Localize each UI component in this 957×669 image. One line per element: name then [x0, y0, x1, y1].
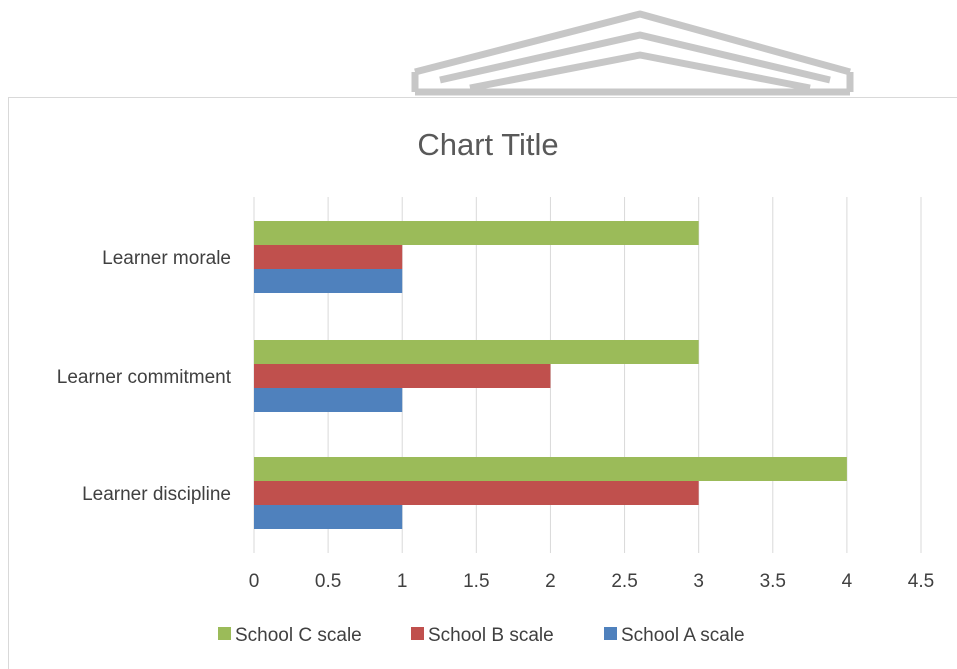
x-tick-label: 4 [842, 571, 853, 592]
bar [254, 221, 699, 245]
legend-label: School A scale [621, 625, 745, 646]
x-tick-label: 4.5 [908, 571, 934, 592]
x-tick-label: 0.5 [315, 571, 341, 592]
bar [254, 457, 847, 481]
x-tick-label: 1 [397, 571, 408, 592]
category-label: Learner discipline [82, 484, 231, 505]
legend-swatch [218, 627, 231, 640]
legend-item: School C scale [218, 625, 362, 646]
bar [254, 245, 403, 269]
bar [254, 481, 699, 505]
bar [254, 364, 551, 388]
x-axis-tick-labels: 0 0.5 1 1.5 2 2.5 3 3.5 4 4.5 [249, 571, 935, 592]
chart-title: Chart Title [417, 127, 558, 162]
legend-item: School B scale [411, 625, 554, 646]
bar [254, 505, 403, 529]
legend-swatch [411, 627, 424, 640]
legend-label: School B scale [428, 625, 554, 646]
legend-label: School C scale [235, 625, 362, 646]
legend: School C scale School B scale School A sca… [218, 625, 745, 646]
x-tick-label: 2 [545, 571, 556, 592]
legend-swatch [604, 627, 617, 640]
category-label: Learner morale [102, 248, 231, 269]
x-tick-label: 1.5 [463, 571, 489, 592]
bar [254, 340, 699, 364]
x-tick-label: 3.5 [760, 571, 786, 592]
x-tick-label: 0 [249, 571, 260, 592]
x-tick-label: 2.5 [611, 571, 637, 592]
bars [254, 221, 847, 529]
category-labels: Learner discipline Learner commitment Lear… [57, 248, 232, 505]
chart-area [8, 97, 957, 669]
legend-item: School A scale [604, 625, 745, 646]
bar [254, 269, 403, 293]
x-tick-label: 3 [693, 571, 704, 592]
category-label: Learner commitment [57, 367, 232, 388]
bar [254, 388, 403, 412]
